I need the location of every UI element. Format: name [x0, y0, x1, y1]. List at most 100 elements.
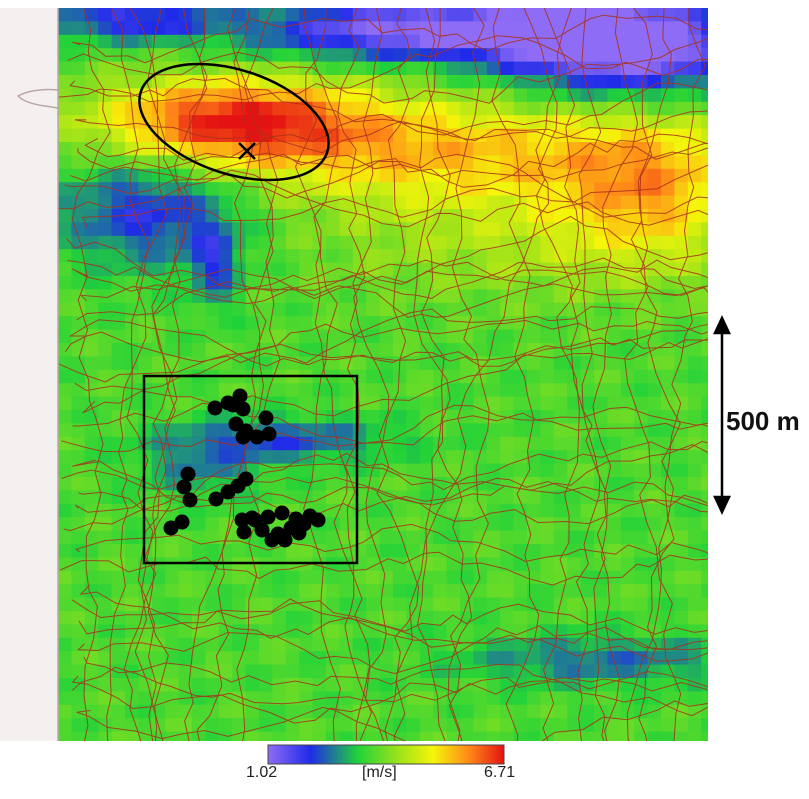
wind-cell [125, 88, 139, 103]
wind-cell [553, 289, 568, 304]
wind-cell [500, 262, 515, 277]
wind-cell [607, 557, 622, 572]
wind-cell [192, 249, 206, 264]
wind-cell [352, 544, 367, 558]
wind-cell [192, 570, 206, 585]
wind-cell [634, 637, 649, 652]
wind-cell [299, 142, 314, 156]
wind-cell [607, 61, 622, 76]
wind-cell [71, 195, 86, 210]
wind-cell [674, 664, 689, 679]
wind-cell [594, 195, 608, 210]
wind-cell [460, 8, 474, 22]
wind-cell [98, 691, 113, 706]
wind-cell [687, 8, 702, 22]
wind-cell [71, 155, 86, 170]
wind-cell [701, 423, 708, 438]
wind-cell [312, 249, 327, 264]
wind-cell [433, 678, 448, 692]
wind-cell [433, 463, 448, 478]
wind-cell [232, 329, 247, 344]
wind-cell [84, 302, 99, 317]
wind-cell [687, 289, 702, 304]
wind-cell [312, 396, 327, 411]
wind-cell [312, 343, 327, 357]
wind-cell [674, 34, 689, 49]
observation-marker [261, 426, 277, 442]
wind-cell [500, 209, 515, 223]
wind-cell [98, 34, 113, 49]
wind-cell [272, 557, 287, 572]
wind-cell [500, 34, 515, 49]
wind-cell [98, 329, 113, 344]
wind-cell [594, 597, 608, 612]
scale-bar-label: 500 m [726, 406, 800, 436]
wind-cell [192, 329, 206, 344]
wind-cell [218, 128, 233, 143]
wind-cell [138, 8, 153, 22]
wind-cell [111, 8, 126, 22]
wind-cell [178, 651, 193, 666]
wind-cell [98, 624, 113, 639]
wind-cell [352, 678, 367, 692]
wind-cell [553, 8, 568, 22]
coastline [16, 8, 59, 741]
wind-cell [111, 611, 126, 625]
wind-cell [151, 75, 166, 89]
wind-cell [607, 637, 622, 652]
wind-cell [433, 637, 448, 652]
wind-cell [433, 396, 448, 411]
wind-cell [366, 624, 381, 639]
wind-cell [527, 142, 541, 156]
wind-cell [553, 651, 568, 666]
wind-cell [299, 544, 314, 558]
wind-cell [312, 637, 327, 652]
wind-cell [553, 436, 568, 451]
wind-cell [634, 329, 649, 344]
wind-cell [661, 396, 675, 411]
wind-cell [620, 410, 635, 424]
wind-cell [192, 410, 206, 424]
wind-cell [486, 624, 501, 639]
wind-cell [58, 637, 72, 652]
wind-cell [553, 369, 568, 384]
wind-cell [486, 168, 501, 183]
wind-cell [393, 611, 407, 625]
wind-cell [460, 195, 474, 210]
wind-cell [513, 276, 528, 290]
wind-cell [419, 235, 434, 250]
wind-cell [245, 624, 260, 639]
contour-line [624, 8, 682, 741]
wind-cell [620, 490, 635, 505]
wind-cell [687, 115, 702, 130]
wind-cell [393, 88, 407, 103]
wind-cell [285, 611, 300, 625]
wind-cell [218, 61, 233, 76]
contour-line [76, 700, 708, 741]
contour-line [196, 8, 281, 741]
wind-cell [111, 115, 126, 130]
wind-cell [460, 570, 474, 585]
wind-cell [165, 463, 180, 478]
wind-cell [634, 195, 649, 210]
wind-cell [218, 8, 233, 22]
wind-cell [594, 222, 608, 237]
wind-cell [205, 276, 220, 290]
wind-cell [701, 155, 708, 170]
wind-cell [607, 101, 622, 116]
wind-cell [486, 61, 501, 76]
wind-cell [299, 731, 314, 741]
wind-cell [594, 155, 608, 170]
wind-cell [433, 624, 448, 639]
wind-cell [701, 356, 708, 371]
wind-cell [98, 584, 113, 599]
wind-cell [446, 115, 461, 130]
wind-cell [299, 222, 314, 237]
wind-cell [500, 490, 515, 505]
wind-cell [701, 209, 708, 223]
wind-cell [634, 557, 649, 572]
wind-cell [366, 410, 381, 424]
wind-cell [393, 530, 407, 545]
wind-cell [553, 356, 568, 371]
wind-cell [366, 34, 381, 49]
